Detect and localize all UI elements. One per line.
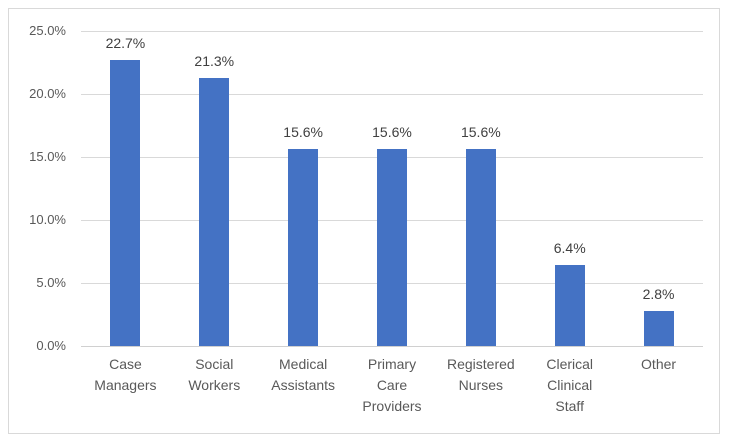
bar-3 bbox=[377, 149, 407, 346]
bar-chart: 0.0% 5.0% 10.0% 15.0% 20.0% 25.0% 22.7% Case Ma… bbox=[8, 8, 720, 434]
y-tick-label: 10.0% bbox=[29, 212, 66, 227]
gridline bbox=[81, 30, 703, 32]
data-label: 2.8% bbox=[642, 285, 675, 302]
bar-2 bbox=[288, 149, 319, 346]
bar-6 bbox=[643, 310, 674, 346]
y-tick-label: 15.0% bbox=[29, 149, 66, 164]
category-label: Clerical Clinical Staff bbox=[546, 356, 594, 414]
bar-0 bbox=[110, 59, 141, 346]
category-label: Primary Care Providers bbox=[362, 356, 422, 414]
gridline bbox=[81, 93, 703, 95]
category-label: Medical Assistants bbox=[271, 356, 336, 393]
category-label: Case Managers bbox=[94, 356, 157, 393]
bar-5 bbox=[554, 265, 585, 346]
data-label: 15.6% bbox=[372, 124, 412, 141]
x-axis-line bbox=[81, 345, 703, 347]
y-tick-label: 25.0% bbox=[29, 23, 66, 38]
data-label: 22.7% bbox=[105, 34, 146, 51]
data-label: 6.4% bbox=[553, 240, 586, 257]
category-label: Registered Nurses bbox=[446, 356, 515, 393]
data-label: 15.6% bbox=[460, 124, 501, 141]
y-tick-label: 0.0% bbox=[36, 338, 66, 353]
y-tick-label: 5.0% bbox=[36, 275, 66, 290]
y-tick-label: 20.0% bbox=[29, 86, 66, 101]
data-label: 15.6% bbox=[283, 124, 323, 141]
bar-1 bbox=[199, 77, 230, 346]
category-label: Social Workers bbox=[188, 356, 241, 393]
data-label: 21.3% bbox=[194, 52, 235, 69]
category-label: Other bbox=[641, 356, 677, 372]
bar-4 bbox=[465, 149, 496, 346]
